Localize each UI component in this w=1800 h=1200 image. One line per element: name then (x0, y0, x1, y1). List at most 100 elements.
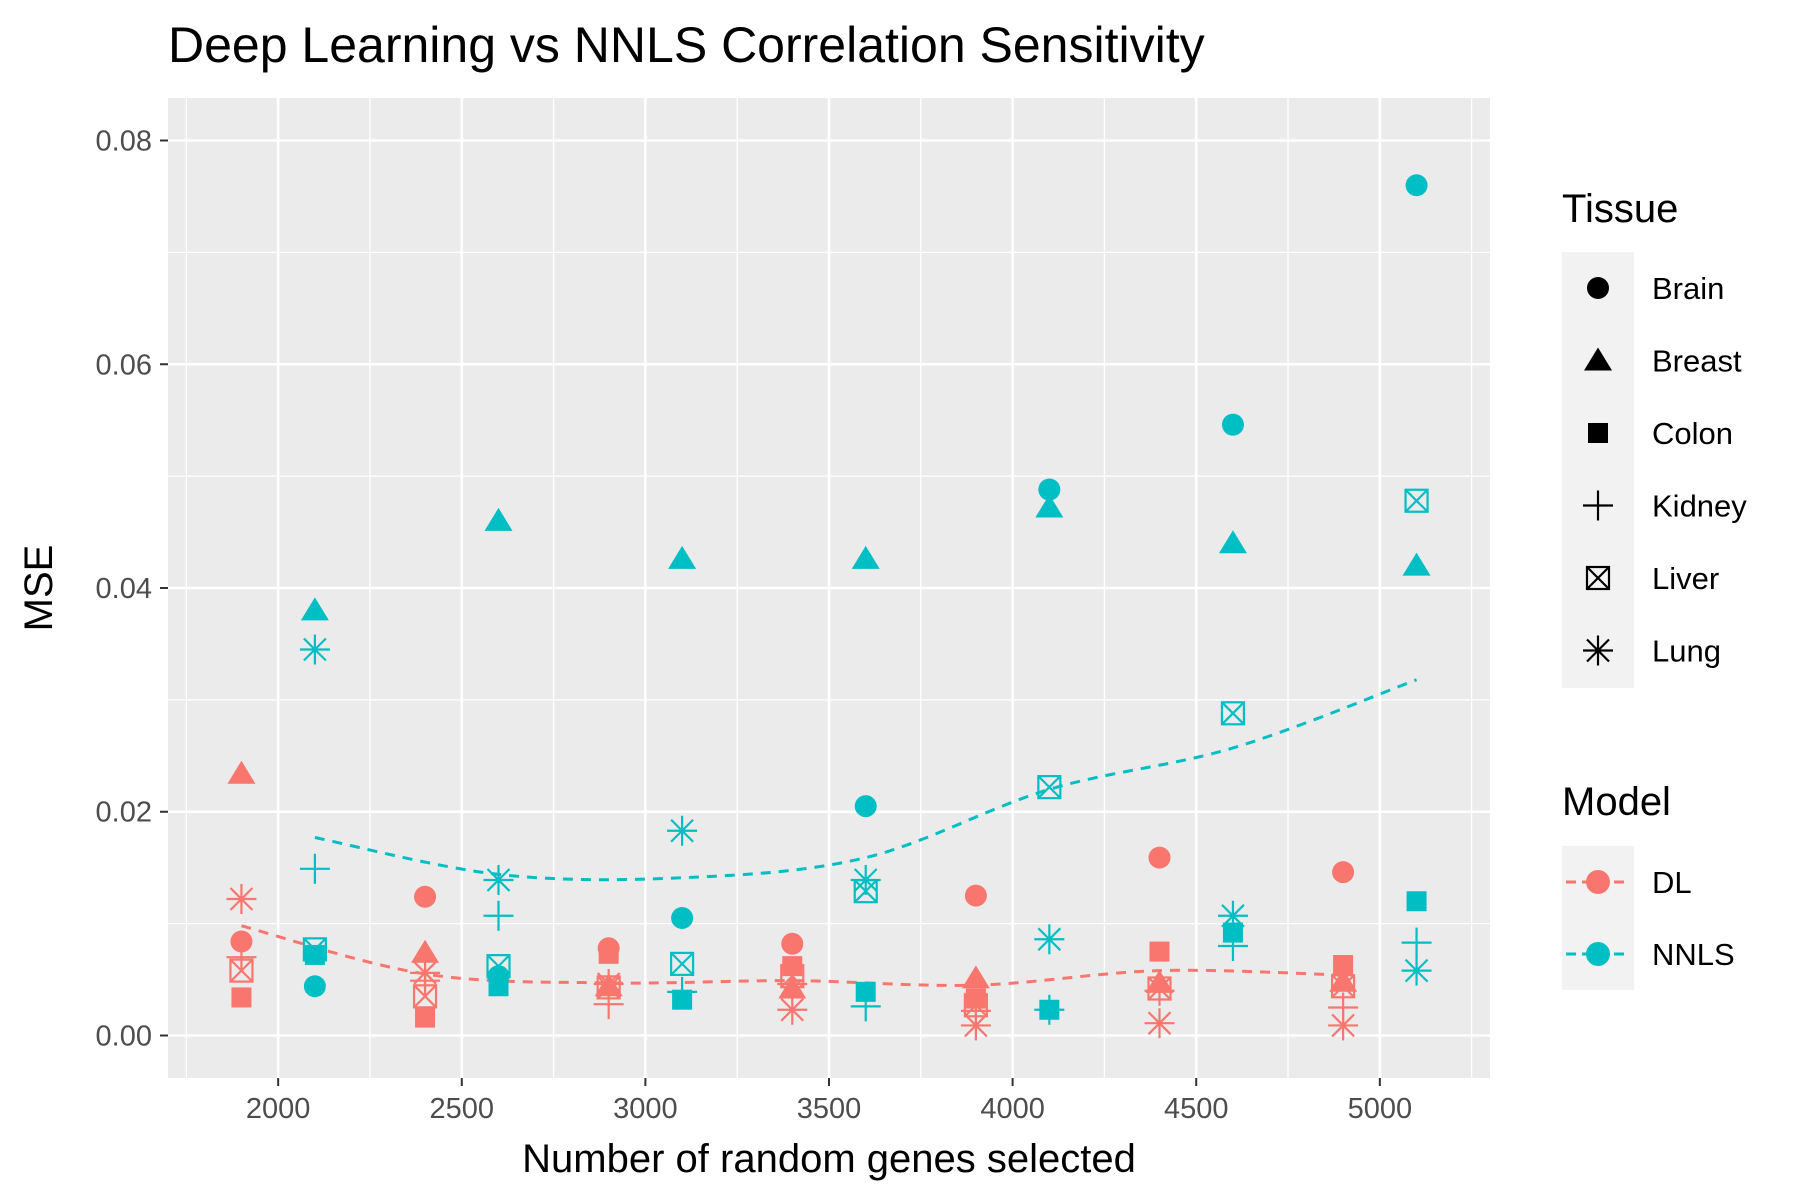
x-tick-label: 4000 (980, 1093, 1045, 1125)
point-nnls-breast (1218, 530, 1247, 554)
point-dl-brain (230, 930, 253, 953)
legend-model: DL NNLS (1566, 865, 1735, 972)
legend-brain-key (1587, 277, 1609, 299)
point-dl-breast (961, 965, 990, 989)
point-dl-liver (229, 958, 254, 983)
legend-lung-key (1583, 635, 1613, 666)
point-nnls-breast (300, 597, 329, 621)
point-nnls-liver (670, 951, 695, 976)
legend-liver-label: Liver (1652, 561, 1719, 596)
y-tick-label: 0.08 (96, 126, 152, 158)
point-nnls-liver (1037, 775, 1062, 800)
legend-nnls-label: NNLS (1652, 937, 1735, 972)
legend-lung-label: Lung (1652, 634, 1721, 669)
point-dl-brain (1332, 861, 1355, 884)
x-tick-labels: 2000 2500 3000 3500 4000 4500 5000 (246, 1093, 1412, 1125)
point-dl-colon (1149, 941, 1170, 962)
point-nnls-liver (302, 937, 327, 962)
point-nnls-brain (671, 907, 694, 930)
y-tick-label: 0.00 (96, 1020, 152, 1052)
point-nnls-brain (303, 975, 326, 998)
point-nnls-lung (299, 634, 330, 665)
point-dl-breast (1329, 968, 1358, 992)
point-nnls-liver (486, 954, 511, 979)
point-nnls-brain (854, 795, 877, 818)
legend-kidney-label: Kidney (1652, 489, 1747, 524)
point-nnls-breast (1035, 494, 1064, 518)
point-dl-liver (1331, 974, 1356, 999)
point-dl-colon (1333, 955, 1354, 976)
point-nnls-kidney (483, 900, 514, 931)
point-nnls-lung (1034, 924, 1065, 955)
point-nnls-liver (1404, 488, 1429, 513)
axis-ticks (160, 139, 1381, 1086)
point-dl-breast (227, 760, 256, 784)
point-dl-brain (781, 932, 804, 955)
point-dl-lung (1144, 1008, 1175, 1039)
point-nnls-lung (850, 864, 881, 895)
point-nnls-brain (1038, 478, 1061, 501)
point-nnls-colon (488, 976, 509, 997)
point-nnls-breast (1402, 552, 1431, 576)
point-nnls-breast (668, 545, 697, 569)
x-tick-label: 4500 (1164, 1093, 1229, 1125)
point-dl-colon (598, 943, 619, 964)
point-dl-lung (1328, 1010, 1359, 1041)
x-tick-label: 5000 (1348, 1093, 1413, 1125)
legend-breast-key (1584, 347, 1612, 371)
major-gridlines (168, 98, 1490, 1078)
x-tick-label: 2500 (430, 1093, 495, 1125)
legend-breast-label: Breast (1652, 344, 1742, 379)
point-nnls-kidney (1034, 994, 1065, 1025)
point-dl-brain (414, 885, 437, 908)
legend-colon-label: Colon (1652, 416, 1733, 451)
legend-tissue: Brain Breast Colon Kidney Liver Lung (1583, 271, 1747, 669)
chart-title: Deep Learning vs NNLS Correlation Sensit… (168, 17, 1205, 73)
legend-model-key-background (1562, 846, 1634, 990)
point-nnls-kidney (1401, 927, 1432, 958)
point-nnls-liver (1220, 701, 1246, 726)
point-dl-lung (960, 1010, 991, 1041)
point-nnls-kidney (1217, 930, 1248, 961)
point-nnls-kidney (667, 976, 698, 1007)
y-tick-label: 0.06 (96, 349, 152, 381)
y-tick-labels: 0.00 0.02 0.04 0.06 0.08 (96, 126, 152, 1053)
point-nnls-lung (483, 864, 514, 895)
legend-dl-key (1566, 870, 1630, 894)
legend-nnls-key (1566, 942, 1630, 966)
y-tick-label: 0.02 (96, 797, 152, 829)
legend-dl-label: DL (1652, 865, 1692, 900)
point-dl-lung (593, 969, 624, 1000)
point-dl-colon (231, 987, 252, 1008)
x-tick-label: 2000 (246, 1093, 311, 1125)
point-nnls-lung (1401, 955, 1432, 986)
y-axis-title: MSE (17, 545, 61, 632)
point-dl-liver (780, 964, 805, 989)
point-nnls-kidney (850, 991, 881, 1022)
x-tick-label: 3500 (797, 1093, 862, 1125)
point-dl-colon (415, 1007, 436, 1028)
point-nnls-brain (1405, 174, 1428, 197)
legend-colon-key (1588, 423, 1608, 443)
point-nnls-brain (1221, 413, 1244, 436)
point-dl-kidney (226, 942, 257, 973)
point-dl-liver (1147, 976, 1172, 1001)
point-dl-brain (964, 884, 987, 907)
legend-kidney-key (1583, 490, 1613, 521)
point-dl-breast (411, 939, 440, 963)
point-nnls-kidney (299, 853, 330, 884)
point-nnls-lung (667, 815, 698, 846)
y-tick-label: 0.04 (96, 573, 152, 605)
point-nnls-breast (484, 507, 513, 531)
legend-brain-label: Brain (1652, 271, 1724, 306)
point-nnls-colon (1406, 891, 1427, 912)
legend-tissue-key-background (1562, 252, 1634, 688)
x-axis-title: Number of random genes selected (522, 1137, 1136, 1181)
legend-liver-key (1585, 565, 1611, 591)
point-dl-lung (777, 994, 808, 1025)
point-nnls-lung (1217, 900, 1248, 931)
point-nnls-breast (851, 545, 880, 569)
legend-tissue-title: Tissue (1562, 187, 1678, 231)
legend-model-title: Model (1562, 780, 1671, 824)
